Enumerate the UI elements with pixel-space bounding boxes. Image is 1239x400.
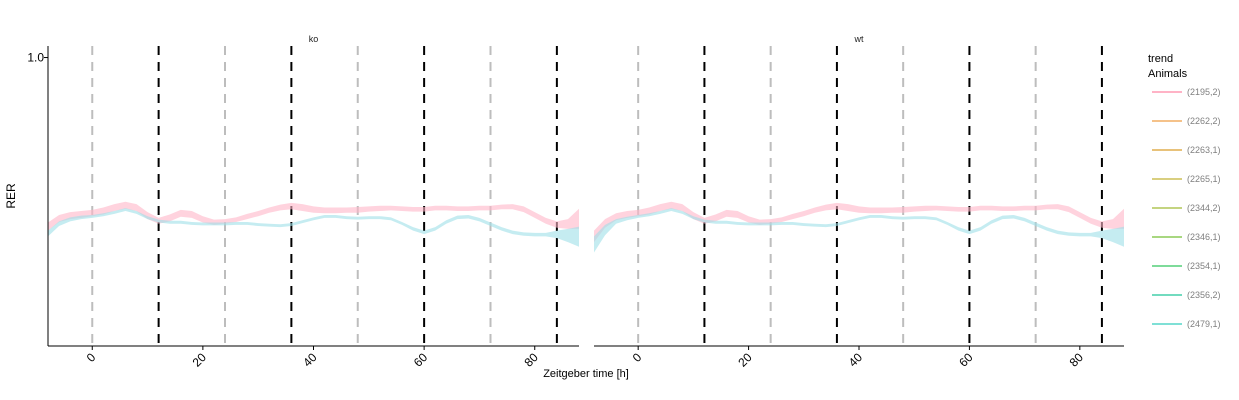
legend-item: (2344,2) [1152, 203, 1221, 213]
x-tick-label: 0 [84, 350, 99, 365]
x-tick-label: 20 [190, 350, 210, 370]
legend-item: (2479,1) [1152, 319, 1221, 329]
legend-item: (2354,1) [1152, 261, 1221, 271]
legend-label: (2356,2) [1187, 290, 1221, 300]
y-axis-label: RER [4, 183, 18, 209]
legend-label: (2479,1) [1187, 319, 1221, 329]
y-tick-label: 1.0 [27, 51, 44, 65]
legend-label: (2263,1) [1187, 145, 1221, 155]
x-tick-label: 40 [846, 350, 866, 370]
x-tick-label: 60 [956, 350, 976, 370]
legend-title-line1: trend [1148, 53, 1173, 65]
legend-title-line2: Animals [1148, 68, 1188, 80]
x-tick-label: 20 [735, 350, 755, 370]
series-ribbon-2 [48, 208, 579, 247]
series-ribbon-2 [594, 208, 1124, 253]
legend-item: (2263,1) [1152, 145, 1221, 155]
legend-label: (2262,2) [1187, 116, 1221, 126]
x-tick-label: 60 [411, 350, 431, 370]
legend-item: (2195,2) [1152, 87, 1221, 97]
panel-wt: wt 0 20 40 60 80 [594, 34, 1124, 370]
legend-label: (2346,1) [1187, 232, 1221, 242]
facet-label: wt [854, 34, 864, 44]
x-tick-label: 80 [522, 350, 542, 370]
series-ribbon-1 [48, 201, 579, 231]
chart-panels: ko 1.0 0 20 40 60 80 wt 0 20 40 60 80 [27, 34, 1124, 370]
legend-label: (2344,2) [1187, 203, 1221, 213]
panel-ko: ko 1.0 0 20 40 60 80 [27, 34, 579, 370]
legend-label: (2265,1) [1187, 174, 1221, 184]
x-tick-label: 0 [630, 350, 645, 365]
legend-label: (2195,2) [1187, 87, 1221, 97]
legend-item: (2356,2) [1152, 290, 1221, 300]
x-tick-label: 40 [300, 350, 320, 370]
facet-label: ko [309, 34, 319, 44]
legend-items: (2195,2) (2262,2) (2263,1) (2265,1) (2344,2)… [1152, 87, 1221, 329]
legend-item: (2346,1) [1152, 232, 1221, 242]
legend-label: (2354,1) [1187, 261, 1221, 271]
x-axis-label: Zeitgeber time [h] [543, 368, 629, 380]
series-ribbon-1 [594, 201, 1124, 243]
legend-item: (2262,2) [1152, 116, 1221, 126]
legend-item: (2265,1) [1152, 174, 1221, 184]
x-tick-label: 80 [1067, 350, 1087, 370]
legend: trend Animals (2195,2)(2262,2)(2263,1)(2… [1148, 53, 1221, 329]
